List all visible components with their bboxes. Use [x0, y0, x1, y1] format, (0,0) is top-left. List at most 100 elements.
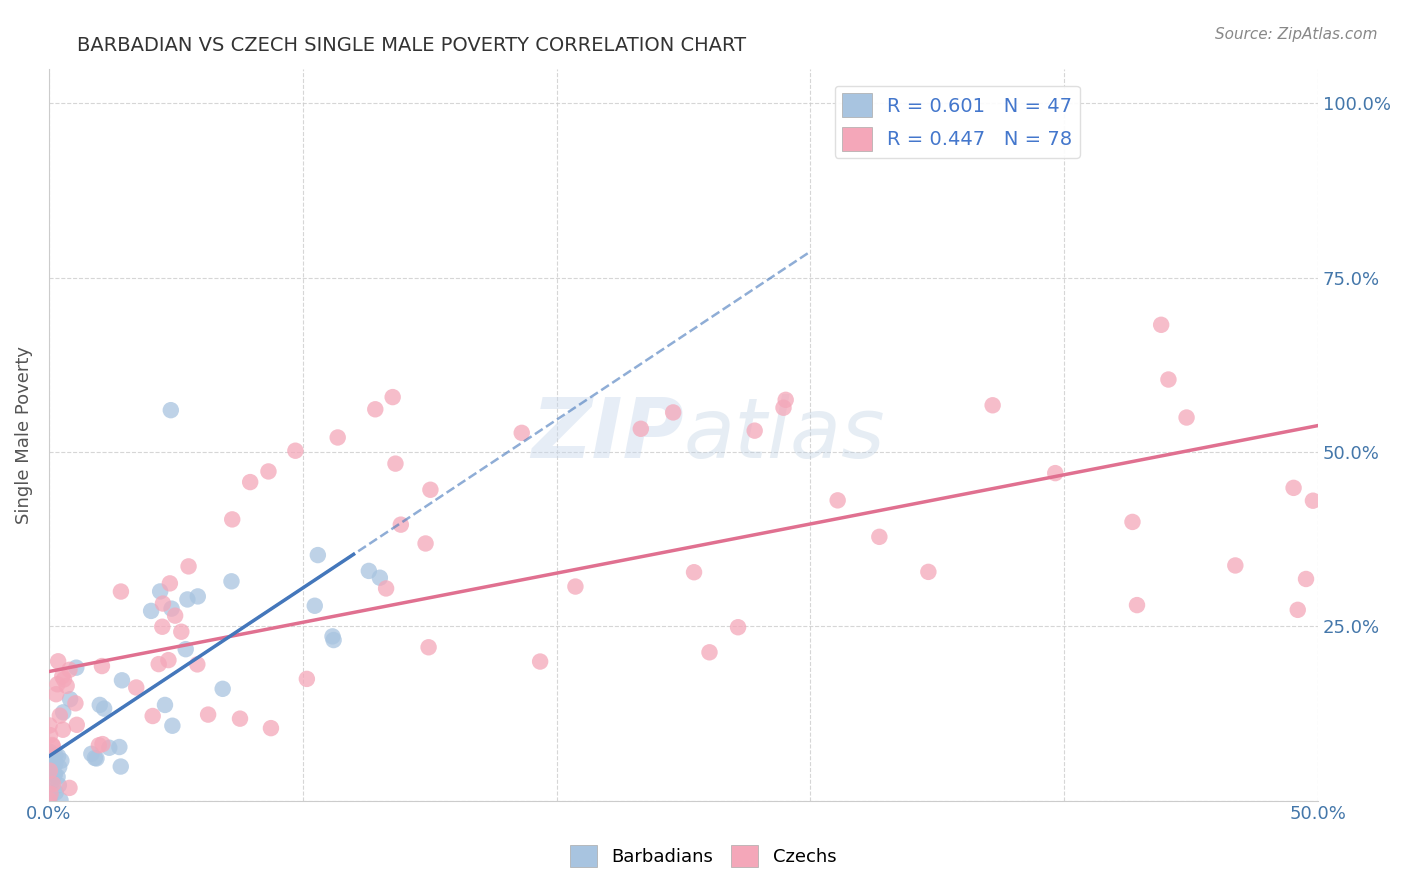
Point: [38, 793, 60, 807]
Point: [65, 661, 87, 675]
Point: [98, 740, 121, 755]
Point: [322, 633, 344, 648]
Point: [257, 465, 280, 479]
Point: [91, 737, 114, 751]
Point: [917, 565, 939, 579]
Point: [45, 687, 67, 701]
Point: [1175, 410, 1198, 425]
Point: [1126, 598, 1149, 612]
Point: [321, 629, 343, 643]
Point: [38, 789, 60, 804]
Point: [307, 548, 329, 562]
Point: [58, 780, 80, 795]
Point: [49, 708, 72, 723]
Point: [364, 402, 387, 417]
Point: [160, 601, 183, 615]
Point: [170, 624, 193, 639]
Point: [418, 640, 440, 655]
Point: [142, 709, 165, 723]
Point: [58, 663, 80, 677]
Point: [39, 745, 62, 759]
Point: [260, 721, 283, 735]
Point: [51, 669, 73, 683]
Point: [46, 749, 69, 764]
Point: [51, 754, 73, 768]
Point: [52, 723, 75, 737]
Point: [187, 590, 209, 604]
Text: ZIP: ZIP: [531, 394, 683, 475]
Point: [157, 653, 180, 667]
Point: [868, 530, 890, 544]
Point: [38, 747, 60, 762]
Point: [45, 785, 67, 799]
Point: [46, 677, 69, 691]
Y-axis label: Single Male Poverty: Single Male Poverty: [15, 345, 32, 524]
Point: [384, 457, 406, 471]
Point: [1121, 515, 1143, 529]
Point: [89, 698, 111, 712]
Point: [46, 654, 69, 668]
Point: [744, 424, 766, 438]
Point: [1150, 318, 1173, 332]
Point: [699, 645, 721, 659]
Point: [381, 390, 404, 404]
Point: [357, 564, 380, 578]
Point: [1282, 481, 1305, 495]
Point: [148, 657, 170, 672]
Point: [1295, 572, 1317, 586]
Point: [239, 475, 262, 489]
Point: [111, 673, 134, 688]
Point: [48, 760, 70, 774]
Point: [981, 398, 1004, 412]
Point: [41, 770, 63, 784]
Point: [221, 574, 243, 589]
Point: [110, 584, 132, 599]
Legend: Barbadians, Czechs: Barbadians, Czechs: [562, 838, 844, 874]
Point: [149, 584, 172, 599]
Point: [108, 739, 131, 754]
Point: [197, 707, 219, 722]
Point: [159, 576, 181, 591]
Point: [662, 405, 685, 419]
Point: [186, 657, 208, 672]
Point: [165, 608, 187, 623]
Point: [174, 642, 197, 657]
Point: [46, 770, 69, 784]
Point: [125, 681, 148, 695]
Point: [48, 778, 70, 792]
Point: [415, 536, 437, 550]
Point: [304, 599, 326, 613]
Point: [1302, 493, 1324, 508]
Point: [41, 751, 63, 765]
Point: [39, 787, 62, 801]
Point: [727, 620, 749, 634]
Point: [153, 698, 176, 712]
Point: [1286, 603, 1309, 617]
Point: [284, 443, 307, 458]
Point: [41, 738, 63, 752]
Point: [44, 768, 66, 782]
Legend: R = 0.601   N = 47, R = 0.447   N = 78: R = 0.601 N = 47, R = 0.447 N = 78: [835, 86, 1080, 158]
Point: [110, 759, 132, 773]
Point: [152, 597, 174, 611]
Text: Source: ZipAtlas.com: Source: ZipAtlas.com: [1215, 27, 1378, 42]
Point: [65, 696, 87, 710]
Point: [389, 517, 412, 532]
Point: [44, 756, 66, 771]
Point: [419, 483, 441, 497]
Point: [42, 777, 65, 791]
Point: [775, 392, 797, 407]
Point: [49, 793, 72, 807]
Text: BARBADIAN VS CZECH SINGLE MALE POVERTY CORRELATION CHART: BARBADIAN VS CZECH SINGLE MALE POVERTY C…: [77, 36, 747, 54]
Point: [44, 748, 66, 763]
Point: [683, 566, 706, 580]
Point: [1157, 372, 1180, 386]
Point: [38, 718, 60, 732]
Point: [52, 706, 75, 720]
Point: [52, 673, 75, 687]
Point: [177, 559, 200, 574]
Point: [139, 604, 162, 618]
Point: [87, 739, 110, 753]
Point: [221, 512, 243, 526]
Point: [39, 728, 62, 742]
